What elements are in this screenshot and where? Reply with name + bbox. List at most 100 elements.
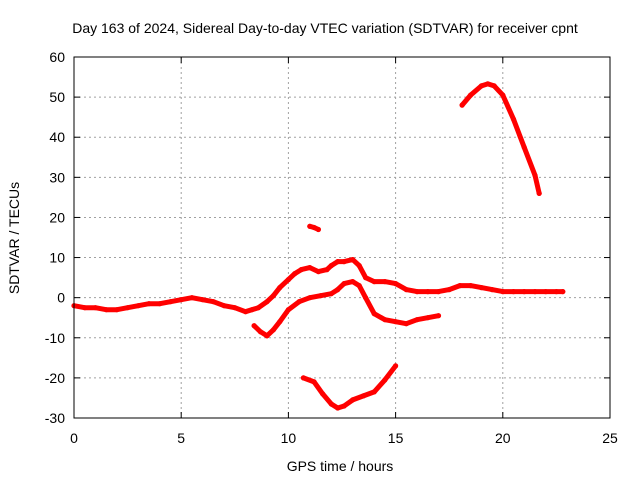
data-point [363,275,369,281]
series-bottom-arc [300,363,399,411]
data-point [114,307,120,313]
data-point [298,267,304,273]
data-point [371,279,377,285]
x-tick-label: 25 [602,430,618,446]
data-point [478,285,484,291]
plot-frame [73,56,611,419]
data-point [560,289,566,295]
data-point [178,297,184,303]
data-point [328,291,334,297]
data-point [307,295,313,301]
data-point [425,289,431,295]
data-point [350,397,356,403]
data-point [328,401,334,407]
data-point [532,289,538,295]
data-point [92,305,98,311]
data-point [311,224,317,231]
data-point [242,309,249,315]
y-tick-label: 30 [49,169,65,185]
y-tick-label: 40 [49,129,65,145]
chart-title: Day 163 of 2024, Sidereal Day-to-day VTE… [72,20,578,36]
data-point [468,283,474,289]
data-point [459,102,465,108]
data-point [350,257,356,263]
data-point [311,379,317,385]
data-point [285,277,291,283]
data-point [285,307,291,313]
data-point [491,83,497,89]
data-point [300,375,306,381]
data-point [315,269,321,275]
data-point [382,317,388,323]
data-point [264,299,270,305]
data-point [478,83,484,89]
data-point [457,283,463,289]
data-point [341,259,347,265]
y-tick-label: 0 [57,290,65,306]
data-point [146,301,152,307]
x-axis-label: GPS time / hours [287,458,394,474]
data-point [264,333,270,339]
data-point [232,305,238,311]
data-point [307,223,313,229]
data-point [403,287,409,293]
data-point [341,403,347,409]
y-tick-label: 50 [49,89,65,105]
axis-ticks: 0 5 10 15 20 25 -30 -20 -10 0 10 20 30 40 50 60 [45,49,618,446]
data-point [393,281,399,287]
data-point [292,271,298,277]
data-point [521,144,527,150]
data-point [393,319,399,325]
data-point [435,313,442,319]
data-point [371,389,377,395]
data-point [328,263,334,269]
grid-lines [74,57,610,418]
y-axis-label: SDTVAR / TECUs [6,182,22,294]
data-point [500,92,506,98]
data-point [356,263,362,269]
data-point [536,190,542,196]
data-point [270,327,276,333]
data-point [277,319,283,325]
data-series [71,81,566,411]
data-point [335,259,341,265]
data-point [296,299,302,305]
data-point [320,391,326,397]
data-point [277,285,283,291]
y-tick-label: 60 [49,49,65,65]
data-point [103,307,109,313]
x-tick-label: 10 [281,430,297,446]
data-point [543,289,549,295]
data-point [468,92,474,98]
data-point [382,377,388,383]
data-point [335,287,341,293]
data-point [318,293,324,299]
data-point [485,81,491,87]
data-point [324,267,330,273]
data-point [403,321,409,327]
data-point [360,393,366,399]
data-point [157,301,163,307]
data-point [221,303,227,309]
data-point [307,265,313,271]
data-point [167,299,174,305]
data-point [135,303,141,309]
y-tick-label: -10 [45,330,65,346]
data-point [315,226,321,233]
data-point [82,305,88,311]
data-point [521,289,527,295]
y-tick-label: -30 [45,410,65,426]
series-lower-trace [251,279,441,339]
data-point [257,329,264,335]
data-point [210,299,216,305]
data-point [350,279,356,285]
data-point [414,317,420,323]
data-point [510,289,517,295]
x-tick-label: 5 [177,430,185,446]
data-point [510,116,517,122]
data-point [363,295,369,301]
y-tick-label: -20 [45,370,65,386]
y-tick-label: 10 [49,250,65,266]
data-point [249,307,255,313]
